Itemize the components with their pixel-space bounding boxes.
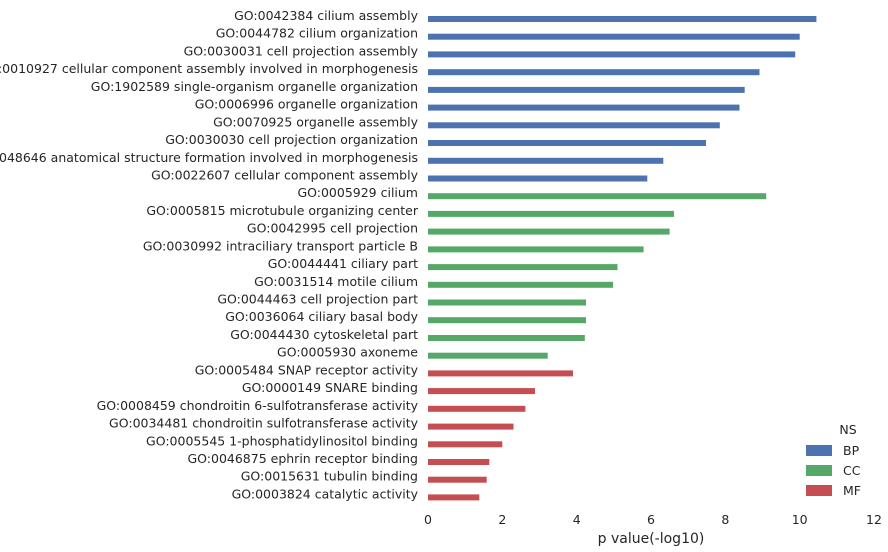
category-label-5: GO:1902589 single-organism organelle org… <box>91 79 418 94</box>
category-label-20: GO:0005930 axoneme <box>277 345 418 360</box>
bar-8 <box>428 140 706 146</box>
category-label-13: GO:0042995 cell projection <box>247 221 418 236</box>
category-label-10: GO:0022607 cellular component assembly <box>151 168 418 183</box>
category-label-25: GO:0005545 1-phosphatidylinositol bindin… <box>146 433 418 448</box>
category-label-19: GO:0044430 cytoskeletal part <box>230 327 418 342</box>
category-label-14: GO:0030992 intraciliary transport partic… <box>143 238 418 253</box>
bar-28 <box>428 494 480 501</box>
bar-20 <box>428 352 548 359</box>
x-tick-label-0: 0 <box>424 512 432 527</box>
bar-5 <box>428 86 745 93</box>
bar-21 <box>428 370 573 377</box>
category-label-27: GO:0015631 tubulin binding <box>241 469 418 484</box>
category-label-24: GO:0034481 chondroitin sulfotransferase … <box>109 416 419 431</box>
bar-1 <box>428 16 817 22</box>
legend-label-cc: CC <box>843 463 861 478</box>
category-label-7: GO:0070925 organelle assembly <box>213 114 419 129</box>
legend-swatch-cc <box>806 465 832 476</box>
bars-group <box>428 16 817 501</box>
category-label-15: GO:0044441 ciliary part <box>268 256 418 271</box>
legend: NS BP CC MF <box>806 422 861 498</box>
bar-6 <box>428 104 740 111</box>
category-label-18: GO:0036064 ciliary basal body <box>225 309 418 324</box>
bar-14 <box>428 246 644 253</box>
category-label-1: GO:0042384 cilium assembly <box>234 8 418 23</box>
category-label-28: GO:0003824 catalytic activity <box>232 486 419 501</box>
bar-27 <box>428 476 487 483</box>
category-label-8: GO:0030030 cell projection organization <box>165 132 418 147</box>
bar-25 <box>428 441 503 448</box>
category-label-11: GO:0005929 cilium <box>297 185 418 200</box>
category-label-2: GO:0044782 cilium organization <box>216 26 418 41</box>
x-tick-label-8: 8 <box>721 512 729 527</box>
bar-7 <box>428 122 720 129</box>
x-tick-label-12: 12 <box>866 512 882 527</box>
bar-4 <box>428 69 760 76</box>
category-label-9: GO:0048646 anatomical structure formatio… <box>0 150 418 165</box>
bar-16 <box>428 281 614 288</box>
bar-22 <box>428 388 535 395</box>
x-axis-title: p value(-log10) <box>598 531 705 547</box>
category-label-12: GO:0005815 microtubule organizing center <box>146 203 419 218</box>
x-tick-label-2: 2 <box>498 512 506 527</box>
bar-19 <box>428 335 585 341</box>
bar-26 <box>428 459 490 465</box>
legend-label-mf: MF <box>843 483 861 498</box>
bar-2 <box>428 33 800 40</box>
legend-swatch-bp <box>806 445 832 456</box>
bar-18 <box>428 317 586 324</box>
bar-13 <box>428 228 670 235</box>
category-label-4: GO:0010927 cellular component assembly i… <box>0 61 418 76</box>
bar-11 <box>428 193 767 200</box>
bar-23 <box>428 405 526 412</box>
category-label-3: GO:0030031 cell projection assembly <box>184 43 419 58</box>
category-label-22: GO:0000149 SNARE binding <box>242 380 418 395</box>
x-tick-label-4: 4 <box>573 512 581 527</box>
bar-3 <box>428 51 796 58</box>
bar-9 <box>428 157 664 164</box>
category-label-6: GO:0006996 organelle organization <box>195 97 418 112</box>
legend-swatch-mf <box>806 485 832 496</box>
x-tick-label-10: 10 <box>792 512 808 527</box>
category-label-26: GO:0046875 ephrin receptor binding <box>187 451 418 466</box>
category-label-16: GO:0031514 motile cilium <box>254 274 418 289</box>
legend-title: NS <box>839 422 856 437</box>
x-axis-ticks: 0 2 4 6 8 10 12 <box>424 512 882 527</box>
bar-17 <box>428 299 586 306</box>
bar-10 <box>428 175 648 182</box>
legend-label-bp: BP <box>843 443 860 458</box>
category-label-23: GO:0008459 chondroitin 6-sulfotransferas… <box>97 398 419 413</box>
bar-24 <box>428 423 514 430</box>
category-labels: GO:0042384 cilium assembly GO:0044782 cil… <box>0 8 419 501</box>
category-label-17: GO:0044463 cell projection part <box>217 292 418 307</box>
bar-15 <box>428 264 618 271</box>
category-label-21: GO:0005484 SNAP receptor activity <box>195 362 419 377</box>
x-tick-label-6: 6 <box>647 512 655 527</box>
bar-12 <box>428 210 674 217</box>
